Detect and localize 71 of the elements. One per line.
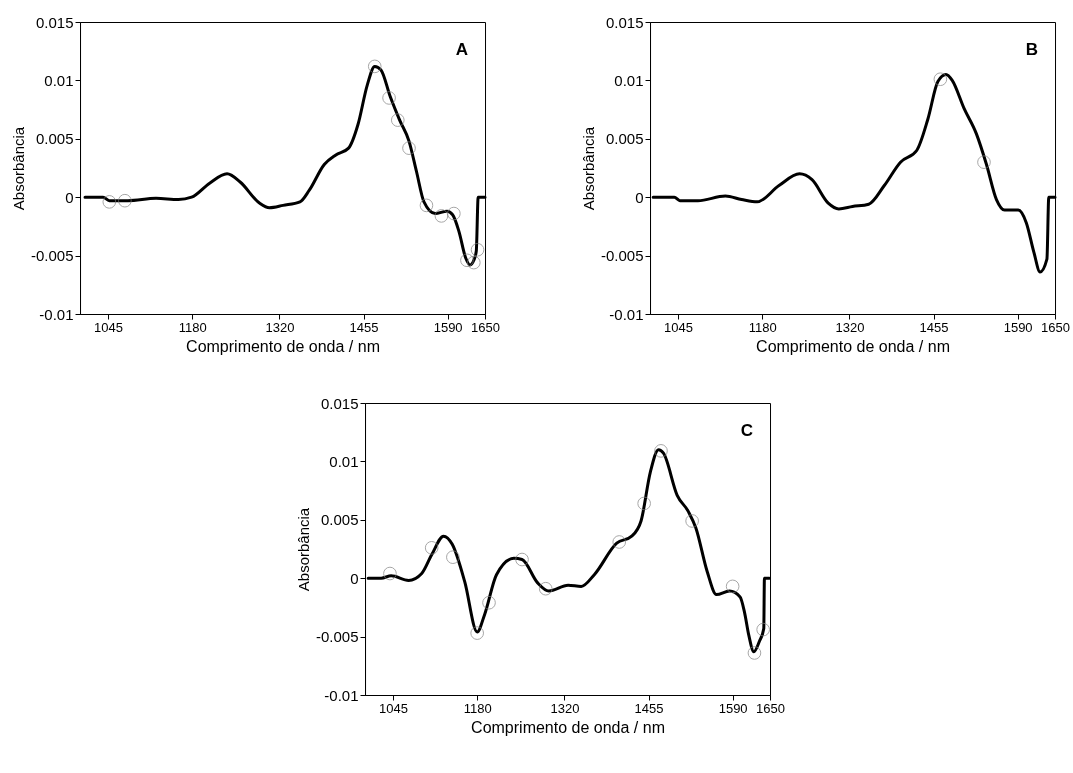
x-tick-label: 1045: [664, 319, 694, 335]
y-axis-title: Absorbância: [9, 126, 27, 211]
y-tick-label: -0.01: [609, 305, 644, 323]
point: [424, 541, 439, 555]
x-tick-label: 1180: [178, 319, 207, 335]
x-tick-label: 1455: [634, 700, 664, 716]
point: [402, 141, 416, 155]
y-tick-label: 0.015: [35, 13, 74, 31]
y-tick-label: 0.01: [614, 71, 644, 89]
y-tick-label: 0.015: [320, 394, 359, 412]
point: [470, 626, 484, 640]
x-tick-label: 1650: [471, 319, 500, 335]
x-axis-title: Comprimento de onda / nm: [756, 337, 950, 355]
y-tick-label: -0.005: [600, 247, 644, 265]
y-tick-label: 0.015: [605, 13, 644, 31]
y-axis-title: Absorbância: [579, 126, 597, 211]
point: [447, 206, 461, 221]
point: [367, 59, 382, 74]
y-tick-label: -0.005: [315, 628, 359, 646]
y-tick-label: 0.005: [320, 511, 359, 529]
x-tick-label: 1650: [756, 700, 785, 716]
annotation: A: [455, 40, 469, 59]
x-tick-label: 1590: [718, 700, 748, 716]
x-tick-label: 1320: [265, 319, 295, 335]
x-tick-label: 1180: [748, 319, 777, 335]
point: [538, 581, 553, 596]
point: [390, 113, 405, 127]
y-axis-title: Absorbância: [294, 507, 312, 592]
x-tick-label: 1455: [349, 319, 379, 335]
y-tick-label: 0.01: [44, 71, 74, 89]
x-tick-label: 1180: [463, 700, 492, 716]
x-tick-label: 1320: [835, 319, 865, 335]
x-tick-label: 1045: [94, 319, 124, 335]
point: [446, 550, 460, 564]
point: [654, 444, 668, 458]
y-tick-label: 0: [65, 188, 74, 206]
point: [466, 255, 481, 270]
y-tick-label: 0.01: [329, 452, 359, 470]
y-tick-label: -0.01: [324, 686, 359, 704]
x-axis-title: Comprimento de onda / nm: [186, 337, 380, 355]
point: [612, 535, 627, 549]
point: [434, 209, 449, 223]
point: [383, 566, 397, 581]
point: [470, 242, 485, 257]
x-tick-label: 1045: [379, 700, 409, 716]
y-tick-label: 0.005: [35, 130, 74, 148]
y-tick-label: -0.005: [30, 247, 74, 265]
point: [725, 579, 740, 594]
point: [419, 198, 434, 213]
x-tick-label: 1590: [1003, 319, 1033, 335]
point: [756, 622, 770, 637]
annotation: B: [1025, 40, 1039, 59]
y-tick-label: 0.005: [605, 130, 644, 148]
point: [102, 195, 117, 209]
point: [747, 646, 762, 660]
y-tick-label: -0.01: [39, 305, 74, 323]
point: [482, 595, 496, 610]
x-axis-title: Comprimento de onda / nm: [471, 718, 665, 736]
point: [515, 552, 529, 567]
point: [460, 253, 474, 268]
x-tick-label: 1320: [550, 700, 580, 716]
x-tick-label: 1455: [919, 319, 949, 335]
point: [382, 91, 396, 105]
y-tick-label: 0: [350, 569, 359, 587]
y-tick-label: 0: [635, 188, 644, 206]
point: [685, 514, 699, 528]
annotation: C: [740, 421, 754, 440]
x-tick-label: 1590: [433, 319, 463, 335]
point: [118, 193, 132, 208]
point: [637, 496, 651, 511]
x-tick-label: 1650: [1041, 319, 1070, 335]
